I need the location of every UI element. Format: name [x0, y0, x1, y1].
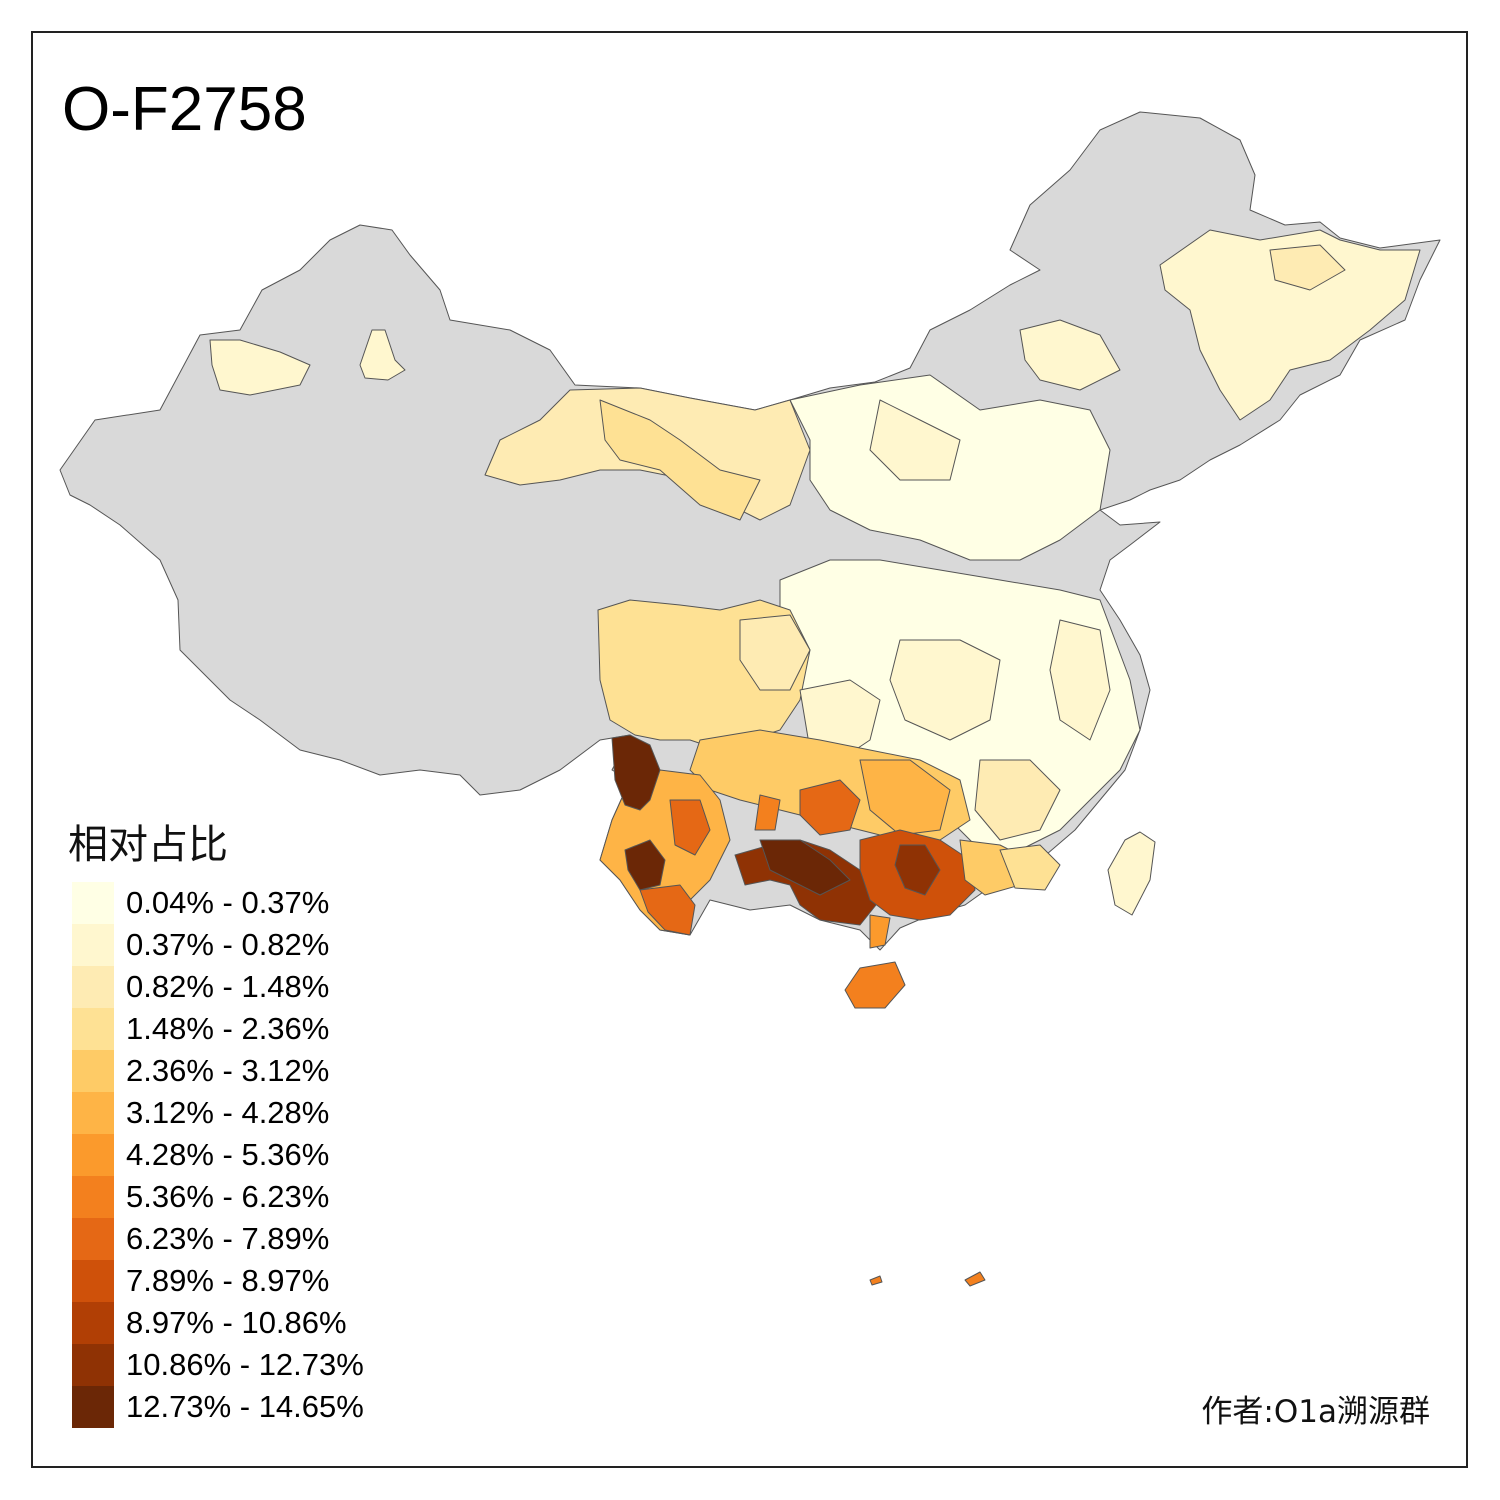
legend-swatch: [72, 1176, 114, 1218]
legend-swatch: [72, 1050, 114, 1092]
legend-swatch: [72, 1008, 114, 1050]
legend-label: 7.89% - 8.97%: [126, 1263, 330, 1298]
legend-item: 0.37% - 0.82%: [72, 924, 364, 966]
legend-label: 2.36% - 3.12%: [126, 1053, 330, 1088]
legend-label: 0.37% - 0.82%: [126, 927, 330, 962]
legend-swatch: [72, 1092, 114, 1134]
legend-swatch: [72, 882, 114, 924]
legend: 0.04% - 0.37% 0.37% - 0.82% 0.82% - 1.48% 1…: [72, 882, 364, 1428]
legend-item: 5.36% - 6.23%: [72, 1176, 364, 1218]
legend-item: 8.97% - 10.86%: [72, 1302, 364, 1344]
legend-label: 12.73% - 14.65%: [126, 1389, 364, 1424]
taiwan: [1107, 831, 1156, 916]
legend-item: 3.12% - 4.28%: [72, 1092, 364, 1134]
legend-swatch: [72, 1386, 114, 1428]
legend-swatch: [72, 924, 114, 966]
legend-item: 1.48% - 2.36%: [72, 1008, 364, 1050]
legend-label: 1.48% - 2.36%: [126, 1011, 330, 1046]
legend-swatch: [72, 1260, 114, 1302]
legend-item: 10.86% - 12.73%: [72, 1344, 364, 1386]
legend-swatch: [72, 1344, 114, 1386]
legend-item: 7.89% - 8.97%: [72, 1260, 364, 1302]
author-credit: 作者:O1a溯源群: [1201, 1394, 1430, 1430]
legend-swatch: [72, 1218, 114, 1260]
legend-swatch: [72, 966, 114, 1008]
legend-label: 10.86% - 12.73%: [126, 1347, 364, 1382]
map-frame: [31, 31, 1468, 1468]
legend-item: 6.23% - 7.89%: [72, 1218, 364, 1260]
legend-item: 0.04% - 0.37%: [72, 882, 364, 924]
legend-label: 3.12% - 4.28%: [126, 1095, 330, 1130]
legend-item: 2.36% - 3.12%: [72, 1050, 364, 1092]
legend-swatch: [72, 1134, 114, 1176]
legend-label: 0.04% - 0.37%: [126, 885, 330, 920]
legend-label: 6.23% - 7.89%: [126, 1221, 330, 1256]
legend-item: 0.82% - 1.48%: [72, 966, 364, 1008]
map-title: O-F2758: [62, 75, 307, 144]
legend-label: 5.36% - 6.23%: [126, 1179, 330, 1214]
legend-label: 4.28% - 5.36%: [126, 1137, 330, 1172]
legend-swatch: [72, 1302, 114, 1344]
legend-item: 4.28% - 5.36%: [72, 1134, 364, 1176]
hainan: [844, 961, 906, 1009]
legend-item: 12.73% - 14.65%: [72, 1386, 364, 1428]
legend-label: 8.97% - 10.86%: [126, 1305, 347, 1340]
legend-title: 相对占比: [68, 822, 228, 868]
legend-label: 0.82% - 1.48%: [126, 969, 330, 1004]
